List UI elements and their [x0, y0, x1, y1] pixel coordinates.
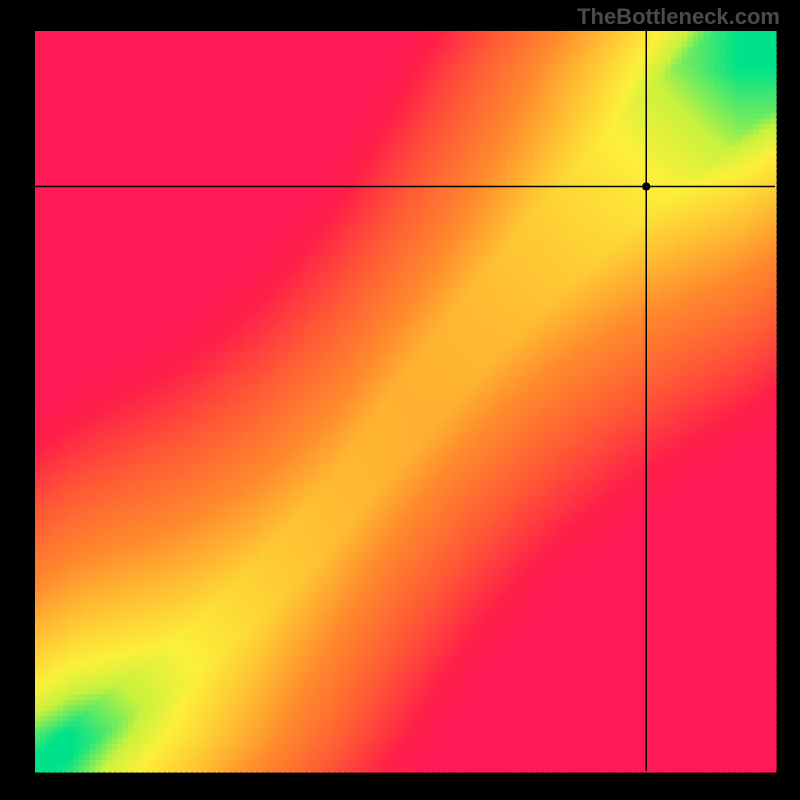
- bottleneck-heatmap: [0, 0, 800, 800]
- watermark-text: TheBottleneck.com: [577, 4, 780, 30]
